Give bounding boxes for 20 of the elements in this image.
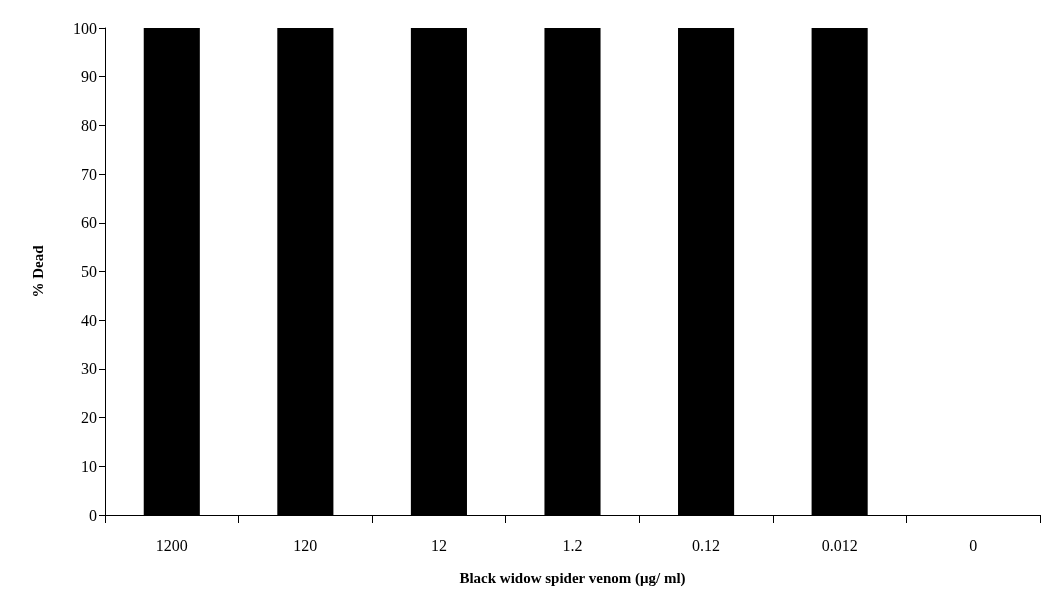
x-tick-label: 12 [430, 536, 447, 554]
y-tick-label: 20 [81, 409, 97, 427]
y-tick-label: 80 [81, 116, 97, 134]
y-tick-label: 10 [81, 457, 97, 475]
y-tick-label: 0 [89, 506, 97, 524]
y-tick-label: 30 [81, 360, 97, 378]
y-tick-label: 90 [81, 68, 97, 86]
y-tick-label: 50 [81, 263, 97, 280]
x-tick-label: 0 [969, 536, 978, 554]
x-tick-label: 1200 [155, 536, 188, 554]
x-tick-label: 120 [293, 536, 318, 554]
y-tick-label: 100 [73, 19, 97, 37]
y-tick-label: 40 [81, 311, 97, 329]
x-tick-label: 0.012 [821, 536, 858, 554]
x-axis-title: Black widow spider venom (μg/ ml) [459, 569, 686, 587]
y-tick-label: 60 [81, 214, 97, 232]
x-tick-label: 0.12 [692, 536, 721, 554]
x-tick-label: 1.2 [562, 536, 583, 554]
y-tick-label: 70 [81, 165, 97, 183]
y-axis-title: % Dead [29, 244, 46, 298]
